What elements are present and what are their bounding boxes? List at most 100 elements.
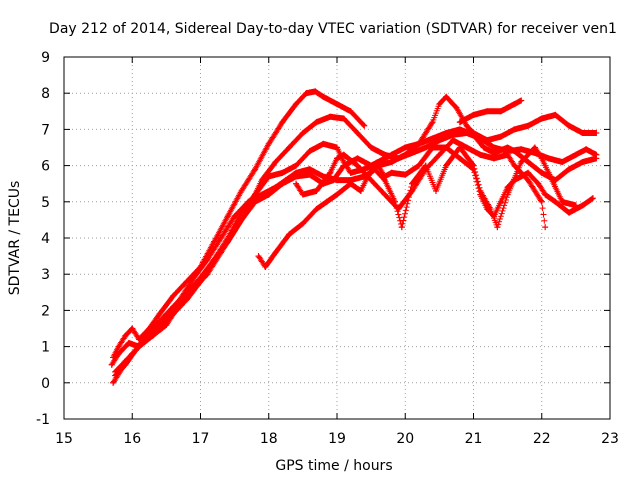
data-point <box>340 162 347 169</box>
y-tick-label: 4 <box>41 231 50 247</box>
data-point <box>286 144 293 151</box>
data-point <box>224 238 231 245</box>
data-point <box>518 97 525 104</box>
data-point <box>334 101 340 108</box>
data-point <box>330 177 337 184</box>
data-point <box>265 191 272 198</box>
chart-title: Day 212 of 2014, Sidereal Day-to-day VTE… <box>49 21 617 37</box>
series-track-8 <box>456 97 525 126</box>
data-point <box>368 166 375 173</box>
data-point <box>402 144 409 151</box>
data-point <box>497 198 504 205</box>
data-point <box>265 140 272 147</box>
x-tick-label: 22 <box>533 431 551 447</box>
data-point <box>559 158 566 165</box>
data-point <box>531 144 538 151</box>
data-point <box>354 155 361 162</box>
data-point <box>238 187 245 194</box>
data-point <box>559 198 566 205</box>
data-point <box>347 108 354 115</box>
data-point <box>566 122 573 129</box>
data-point <box>299 130 306 137</box>
x-tick-label: 16 <box>123 431 141 447</box>
data-point <box>197 274 204 281</box>
data-point <box>252 166 259 173</box>
data-point <box>279 169 286 176</box>
data-point <box>231 213 238 220</box>
data-point <box>306 166 313 173</box>
data-point <box>303 90 310 97</box>
data-point <box>579 202 586 209</box>
data-point <box>388 151 395 158</box>
data-point <box>477 151 484 158</box>
y-tick-label: 1 <box>41 340 50 356</box>
data-point <box>429 144 436 151</box>
data-point <box>279 119 286 126</box>
data-point <box>409 187 416 194</box>
data-point <box>293 180 300 187</box>
data-point <box>538 155 545 162</box>
data-point <box>306 148 313 155</box>
data-point <box>125 339 132 346</box>
data-point <box>313 119 320 126</box>
data-point <box>252 198 259 205</box>
data-point <box>429 135 436 142</box>
data-point <box>504 151 511 158</box>
data-point <box>511 162 518 169</box>
series-track-3 <box>112 126 600 375</box>
data-point <box>381 173 388 180</box>
data-point <box>511 177 518 184</box>
data-point <box>552 111 559 118</box>
y-tick-label: 8 <box>41 86 50 102</box>
data-point <box>334 144 340 151</box>
data-point <box>579 130 586 137</box>
data-point <box>108 361 115 368</box>
data-point <box>504 144 511 151</box>
data-point <box>470 111 477 118</box>
data-point <box>142 332 149 339</box>
data-point <box>340 151 347 158</box>
data-point <box>518 146 525 153</box>
data-point <box>422 144 429 151</box>
data-point <box>313 206 320 213</box>
data-point <box>566 166 573 173</box>
data-point <box>511 148 518 155</box>
data-point <box>456 126 463 133</box>
data-point <box>450 137 457 144</box>
data-point <box>480 144 487 151</box>
y-tick-label: 2 <box>41 303 50 319</box>
x-tick-label: 23 <box>601 431 619 447</box>
data-point <box>538 198 545 205</box>
data-point <box>470 166 477 173</box>
data-point <box>593 155 600 162</box>
data-point <box>354 130 361 137</box>
data-point <box>490 155 497 162</box>
data-point <box>525 158 532 165</box>
data-point <box>299 220 306 227</box>
y-tick-label: 7 <box>41 122 50 138</box>
x-tick-label: 20 <box>396 431 414 447</box>
data-point <box>453 104 460 111</box>
data-point <box>484 108 491 115</box>
data-point <box>323 198 330 205</box>
data-point <box>272 249 279 256</box>
data-point <box>110 379 117 386</box>
data-series <box>108 88 600 386</box>
data-point <box>368 144 375 151</box>
data-point <box>443 130 450 137</box>
x-tick-label: 15 <box>55 431 73 447</box>
y-tick-label: 0 <box>41 376 50 392</box>
data-point <box>368 177 375 184</box>
data-point <box>525 177 532 184</box>
data-point <box>255 253 262 260</box>
data-point <box>313 187 320 194</box>
data-point <box>518 158 525 165</box>
data-point <box>456 119 463 126</box>
data-point <box>398 224 405 231</box>
data-point <box>542 191 549 198</box>
data-point <box>190 274 197 281</box>
data-point <box>361 122 368 129</box>
data-point <box>579 158 586 165</box>
data-point <box>293 101 300 108</box>
